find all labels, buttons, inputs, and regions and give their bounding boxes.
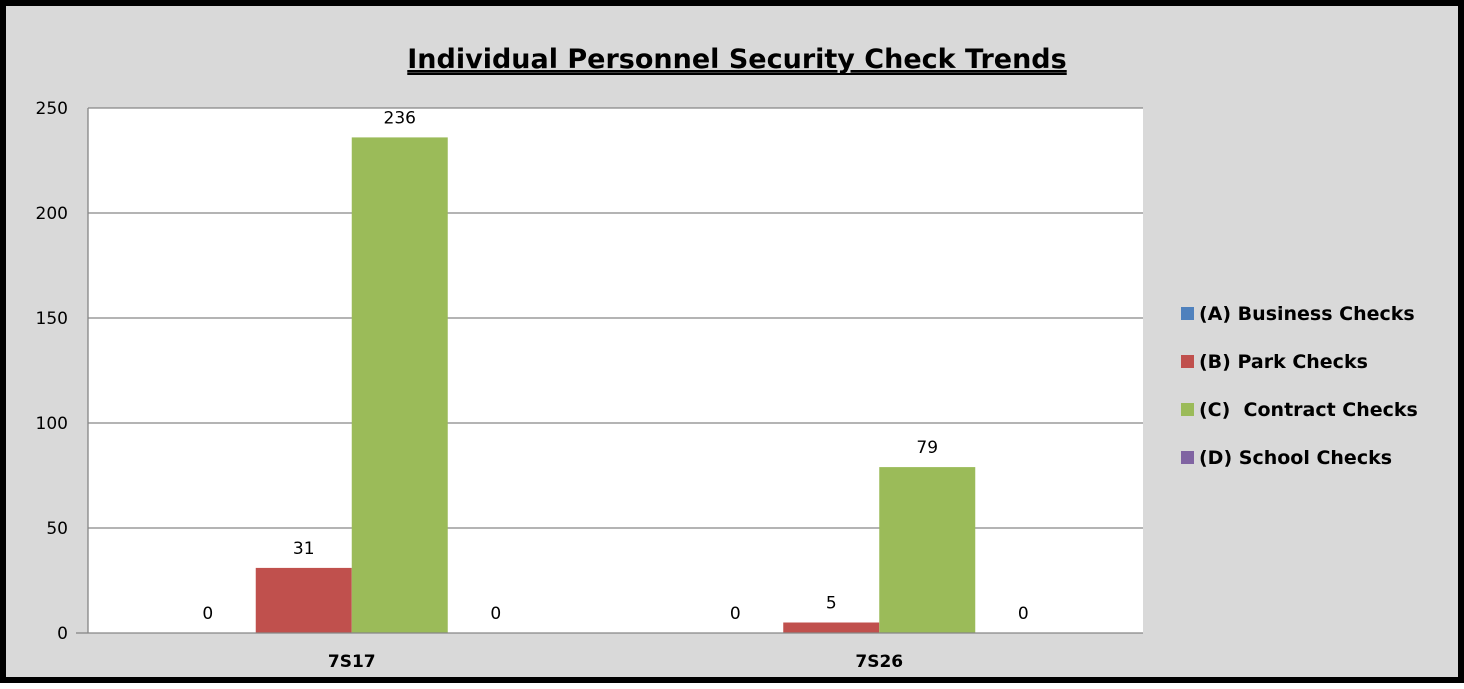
data-label: 0 [490, 604, 501, 624]
data-labels: 0 31 236 0 0 5 79 0 [202, 108, 1028, 624]
legend-label: (B) Park Checks [1199, 351, 1368, 373]
legend: (A) Business Checks (B) Park Checks (C) Co… [1181, 303, 1418, 469]
y-tick-label: 250 [36, 99, 68, 119]
chart-svg: 0 31 236 0 0 5 79 0 0 50 100 150 200 250 7S17 7S26 (A)… [36, 44, 1418, 672]
data-label: 0 [730, 604, 741, 624]
data-label: 5 [826, 594, 837, 614]
legend-swatch [1181, 403, 1194, 416]
chart-title: Individual Personnel Security Check Tren… [407, 44, 1066, 75]
data-label: 31 [293, 539, 315, 559]
y-tick-label: 150 [36, 309, 68, 329]
x-tick-label: 7S26 [855, 652, 903, 672]
x-tick-label: 7S17 [328, 652, 376, 672]
legend-label: (C) Contract Checks [1199, 399, 1418, 421]
data-label: 79 [916, 438, 938, 458]
bar-3-7s17 [351, 137, 448, 633]
bars [255, 137, 976, 633]
y-tick-label: 0 [57, 624, 68, 644]
legend-swatch [1181, 307, 1194, 320]
data-label: 0 [1018, 604, 1029, 624]
bar-2-7s26 [783, 622, 880, 633]
data-label: 0 [202, 604, 213, 624]
legend-label: (D) School Checks [1199, 447, 1392, 469]
y-tick-label: 200 [36, 204, 68, 224]
legend-swatch [1181, 451, 1194, 464]
plot-area [88, 108, 1143, 633]
bar-3-7s26 [879, 467, 976, 633]
data-label: 236 [384, 108, 416, 128]
legend-swatch [1181, 355, 1194, 368]
y-tick-label: 100 [36, 414, 68, 434]
legend-label: (A) Business Checks [1199, 303, 1415, 325]
y-tick-label: 50 [46, 519, 68, 539]
bar-2-7s17 [255, 567, 352, 633]
